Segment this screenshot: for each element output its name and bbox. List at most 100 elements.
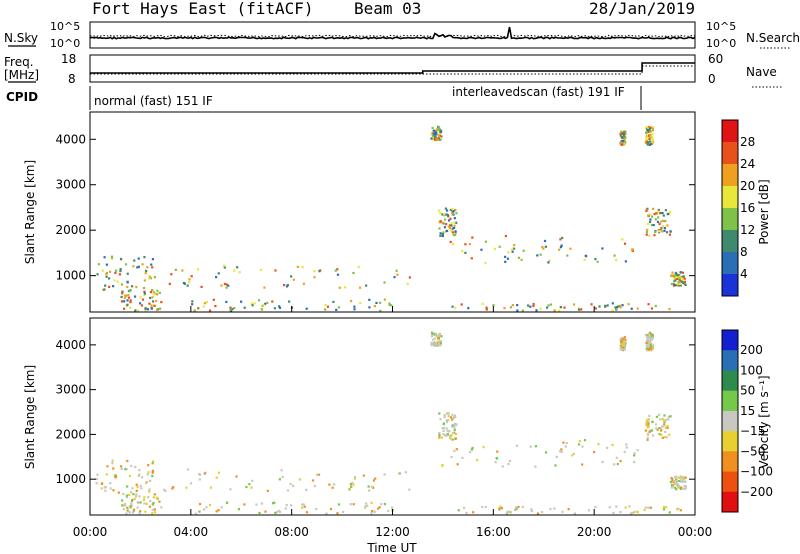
echo-cell: [661, 425, 664, 428]
echo-cell: [648, 128, 651, 131]
echo-cell: [648, 430, 651, 433]
echo-cell: [383, 473, 386, 476]
echo-cell: [236, 266, 239, 269]
echo-cell: [359, 301, 362, 305]
date-label: 28/Jan/2019: [589, 0, 695, 18]
echo-cell: [149, 277, 153, 280]
echo-cell: [612, 511, 615, 515]
echo-cell: [632, 511, 636, 514]
time-xlabel: Time UT: [366, 541, 417, 554]
echo-cell: [560, 244, 563, 247]
echo-cell: [544, 451, 548, 454]
echo-cell: [439, 234, 442, 237]
echo-cell: [398, 472, 401, 475]
echo-cell: [647, 303, 650, 306]
echo-cell: [326, 305, 330, 308]
echo-cell: [143, 256, 146, 259]
echo-cell: [492, 304, 495, 307]
echo-cell: [151, 503, 154, 506]
echo-cell: [433, 341, 436, 344]
echo-cell: [144, 307, 147, 310]
echo-cell: [658, 413, 661, 416]
echo-cell: [559, 246, 563, 249]
echo-cell: [408, 276, 411, 279]
echo-cell: [138, 511, 141, 515]
echo-cell: [352, 271, 355, 275]
echo-cell: [186, 284, 189, 287]
echo-cell: [315, 507, 318, 511]
echo-cell: [649, 140, 652, 143]
echo-cell: [665, 436, 668, 439]
echo-cell: [449, 240, 452, 244]
echo-cell: [328, 483, 331, 486]
echo-cell: [664, 430, 667, 434]
echo-cell: [106, 465, 109, 468]
echo-cell: [438, 227, 441, 230]
echo-cell: [132, 493, 135, 496]
echo-cell: [676, 275, 679, 278]
echo-cell: [349, 299, 353, 303]
echo-cell: [225, 501, 229, 504]
echo-cell: [482, 446, 485, 449]
echo-cell: [172, 486, 175, 489]
echo-cell: [125, 494, 129, 497]
echo-cell: [623, 336, 626, 339]
echo-cell: [439, 138, 442, 141]
echo-cell: [622, 132, 626, 136]
echo-cell: [323, 308, 327, 311]
echo-cell: [598, 305, 601, 308]
echo-cell: [453, 428, 456, 432]
echo-cell: [151, 508, 154, 511]
echo-cell: [455, 221, 458, 224]
echo-cell: [285, 285, 289, 288]
echo-cell: [646, 138, 649, 141]
echo-cell: [649, 337, 652, 340]
echo-cell: [651, 337, 654, 340]
echo-cell: [649, 335, 653, 338]
echo-cell: [368, 298, 371, 301]
colorbar-tick: −15: [740, 424, 765, 438]
echo-cell: [190, 275, 193, 278]
echo-cell: [379, 301, 382, 304]
echo-cell: [243, 503, 246, 506]
echo-cell: [651, 127, 654, 130]
echo-cell: [675, 483, 678, 486]
echo-cell: [625, 446, 628, 449]
echo-cell: [432, 133, 435, 136]
echo-cell: [454, 416, 457, 419]
echo-cell: [352, 483, 355, 486]
echo-cell: [163, 488, 166, 491]
echo-cell: [134, 309, 137, 312]
echo-cell: [554, 464, 557, 467]
echo-cell: [215, 476, 218, 479]
echo-cell: [647, 336, 650, 339]
colorbar-cell: [722, 230, 738, 253]
echo-cell: [506, 257, 510, 260]
echo-cell: [468, 243, 472, 246]
echo-cell: [647, 420, 650, 423]
echo-cell: [664, 209, 668, 212]
echo-cell: [661, 436, 664, 439]
echo-cell: [136, 266, 139, 269]
echo-cell: [208, 309, 212, 312]
colorbar-tick: −200: [740, 485, 773, 499]
echo-cell: [229, 488, 232, 491]
echo-cell: [387, 509, 390, 513]
echo-cell: [530, 510, 534, 513]
noise-right-label: N.Search: [746, 31, 800, 45]
echo-cell: [601, 460, 604, 464]
colorbar-cell: [722, 330, 738, 351]
echo-cell: [572, 303, 576, 306]
echo-cell: [146, 266, 149, 269]
echo-cell: [529, 305, 532, 308]
echo-cell: [139, 484, 142, 488]
echo-cell: [133, 295, 137, 298]
echo-cell: [105, 275, 108, 278]
echo-cell: [332, 483, 336, 486]
echo-cell: [110, 255, 114, 258]
echo-cell: [541, 510, 544, 514]
echo-cell: [621, 136, 624, 139]
colorbar-frame: [721, 329, 739, 513]
echo-cell: [516, 309, 519, 312]
colorbar-cell: [722, 186, 738, 209]
